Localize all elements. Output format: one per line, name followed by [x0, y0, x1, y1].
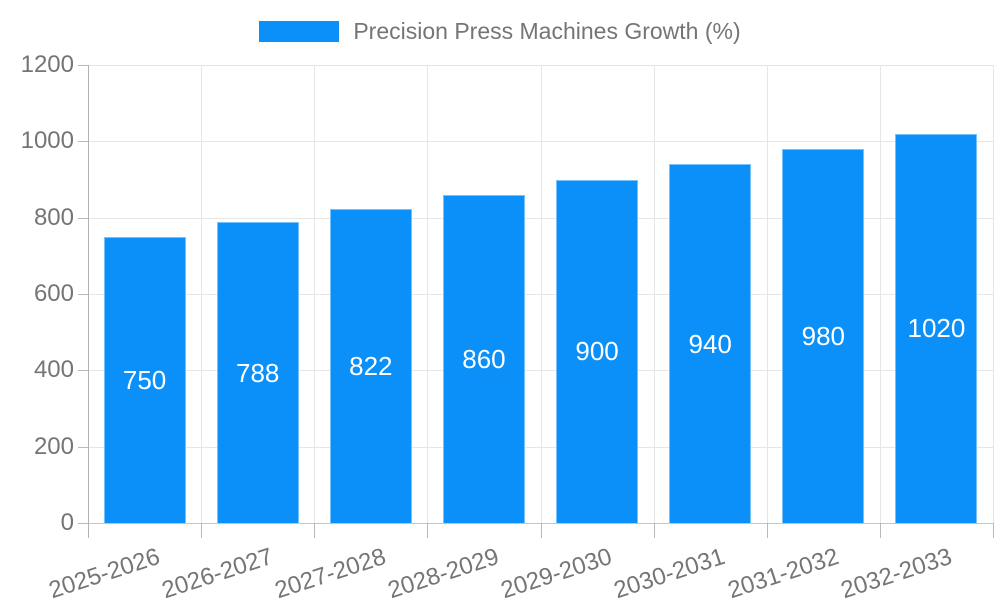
bar-value-label: 980 — [801, 320, 845, 351]
x-axis-tick — [427, 523, 429, 538]
v-gridline — [993, 65, 994, 523]
bar-value-label: 822 — [349, 351, 393, 382]
x-tick-label: 2029-2030 — [497, 543, 616, 600]
bar[interactable]: 980 — [782, 148, 865, 523]
bar-value-label: 940 — [688, 328, 732, 359]
v-gridline — [766, 65, 768, 523]
v-gridline — [540, 65, 542, 523]
y-tick-label: 0 — [60, 509, 74, 536]
bar[interactable]: 750 — [103, 236, 186, 523]
x-tick-label: 2028-2029 — [384, 543, 503, 600]
bar-value-label: 860 — [462, 343, 506, 374]
v-gridline — [201, 65, 203, 523]
legend-swatch — [259, 21, 340, 42]
y-axis-tick — [78, 446, 88, 448]
v-gridline — [879, 65, 881, 523]
y-axis-tick — [78, 523, 88, 524]
x-axis-tick — [879, 523, 881, 538]
bar-value-label: 1020 — [907, 313, 966, 344]
bar[interactable]: 822 — [329, 209, 412, 523]
x-axis-tick — [314, 523, 316, 538]
y-tick-label: 400 — [33, 356, 74, 384]
y-axis-tick — [78, 65, 88, 66]
chart-legend: Precision Press Machines Growth (%) — [0, 18, 1000, 45]
y-axis-line — [88, 65, 89, 538]
x-axis-tick — [993, 523, 994, 538]
v-gridline — [653, 65, 655, 523]
y-axis-tick — [78, 141, 88, 143]
v-gridline — [427, 65, 429, 523]
x-tick-label: 2026-2027 — [158, 543, 277, 600]
plot-area: 0 200 400 600 800 1000 1200 750 788 822 860 900 940 9… — [21, 51, 994, 600]
x-tick-label: 2032-2033 — [837, 543, 955, 600]
legend-item[interactable]: Precision Press Machines Growth (%) — [259, 18, 741, 45]
bar[interactable]: 1020 — [895, 133, 978, 523]
x-axis-tick — [653, 523, 655, 538]
legend-label: Precision Press Machines Growth (%) — [353, 18, 741, 44]
v-gridline — [314, 65, 316, 523]
y-tick-label: 1200 — [20, 51, 74, 78]
bar[interactable]: 900 — [556, 179, 639, 523]
bar[interactable]: 940 — [669, 164, 752, 523]
x-tick-label: 2031-2032 — [724, 543, 842, 600]
y-axis-tick — [78, 217, 88, 219]
x-tick-label: 2025-2026 — [45, 543, 163, 600]
bar-value-label: 788 — [235, 357, 280, 388]
y-axis-tick — [78, 294, 88, 295]
y-tick-label: 800 — [33, 203, 74, 231]
bar-value-label: 750 — [122, 364, 167, 395]
x-tick-label: 2027-2028 — [271, 543, 390, 600]
x-axis-tick — [766, 523, 768, 538]
x-axis-tick — [201, 523, 203, 538]
x-axis-tick — [540, 523, 542, 538]
bar[interactable]: 860 — [442, 194, 525, 523]
y-tick-label: 600 — [33, 280, 74, 307]
y-tick-label: 200 — [33, 432, 74, 460]
y-axis-tick — [78, 370, 88, 372]
bar-value-label: 900 — [575, 336, 619, 367]
bar[interactable]: 788 — [216, 222, 299, 523]
x-tick-label: 2030-2031 — [611, 543, 729, 600]
y-tick-label: 1000 — [20, 127, 74, 155]
